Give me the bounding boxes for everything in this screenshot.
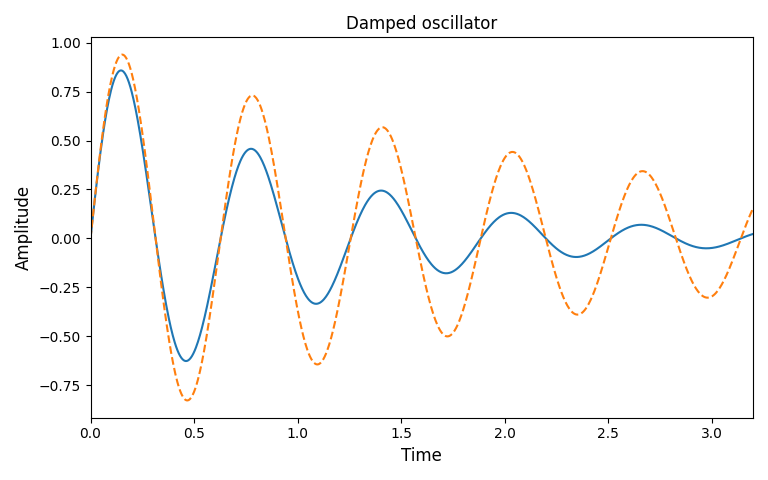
Title: Damped oscillator: Damped oscillator (346, 15, 498, 33)
Y-axis label: Amplitude: Amplitude (15, 185, 33, 270)
X-axis label: Time: Time (402, 447, 442, 465)
